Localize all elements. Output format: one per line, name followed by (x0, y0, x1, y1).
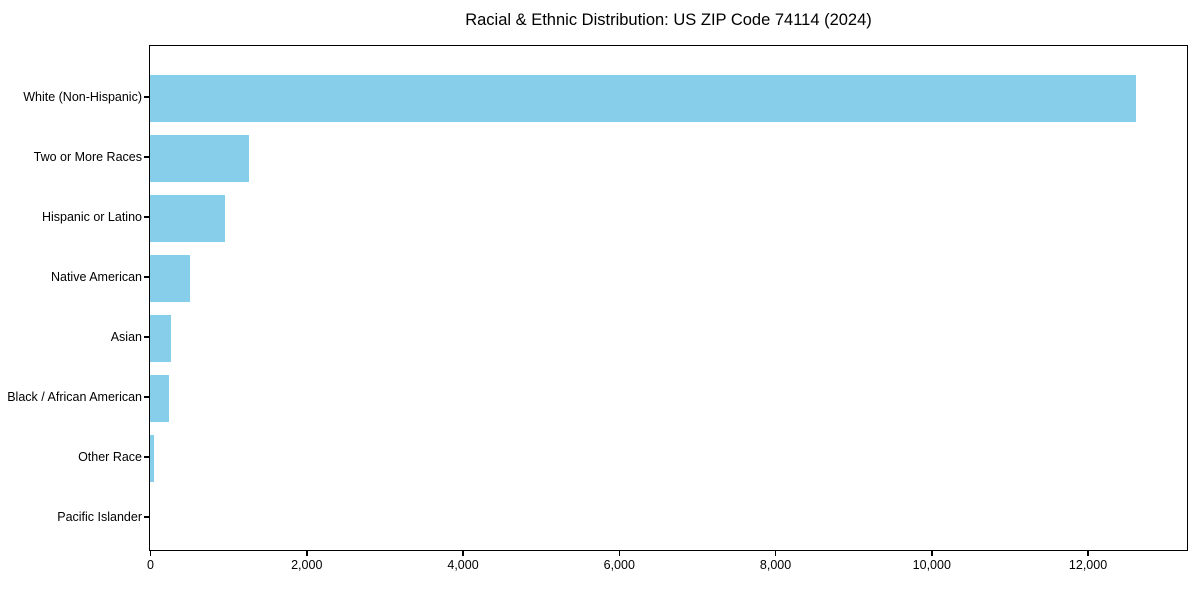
y-tick-mark (144, 276, 149, 278)
y-axis-label-white-non-hispanic: White (Non-Hispanic) (23, 90, 142, 104)
x-tick-mark (774, 551, 777, 556)
y-axis-label-two-or-more-races: Two or More Races (33, 150, 142, 164)
y-tick-mark (144, 216, 149, 218)
y-tick-mark (144, 456, 149, 458)
x-tick-label: 0 (147, 558, 154, 572)
bar-asian (150, 314, 172, 362)
bar-native-american (150, 254, 190, 302)
y-axis-label-black-african-american: Black / African American (7, 390, 142, 404)
x-tick-mark (1087, 551, 1089, 556)
bar-black-african-american (150, 374, 169, 422)
x-tick-label: 10,000 (912, 558, 951, 572)
bar-hispanic-or-latino (150, 194, 225, 242)
x-tick-label: 12,000 (1068, 558, 1108, 572)
y-tick-mark (144, 516, 149, 518)
y-axis-label-hispanic-or-latino: Hispanic or Latino (41, 210, 142, 224)
y-axis-label-native-american: Native American (50, 270, 142, 284)
bar-two-or-more-races (150, 134, 250, 182)
plot-area (149, 45, 1188, 551)
y-axis-label-other-race: Other Race (78, 450, 142, 464)
y-tick-mark (144, 396, 149, 398)
x-tick-mark (931, 551, 933, 556)
x-tick-mark (462, 551, 464, 556)
x-tick-mark (149, 551, 152, 556)
x-tick-mark (306, 551, 308, 556)
x-tick-label: 2,000 (291, 558, 323, 572)
x-tick-label: 4,000 (447, 558, 479, 572)
bar-white-non-hispanic (150, 74, 1136, 122)
y-tick-mark (144, 156, 149, 158)
y-axis-label-pacific-islander: Pacific Islander (57, 510, 142, 524)
y-axis-label-asian: Asian (110, 330, 142, 344)
x-tick-mark (618, 551, 621, 556)
chart-title: Racial & Ethnic Distribution: US ZIP Cod… (465, 11, 872, 29)
bar-other-race (150, 434, 155, 482)
y-tick-mark (144, 336, 149, 338)
x-tick-label: 8,000 (759, 558, 792, 572)
x-tick-label: 6,000 (603, 558, 635, 572)
y-tick-mark (144, 96, 149, 98)
